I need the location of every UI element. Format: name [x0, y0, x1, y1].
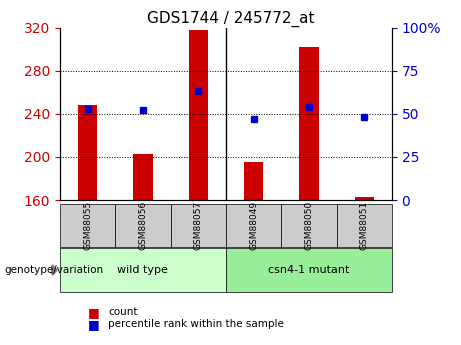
Text: GDS1744 / 245772_at: GDS1744 / 245772_at — [147, 10, 314, 27]
Text: ■: ■ — [88, 318, 99, 331]
Text: GSM88057: GSM88057 — [194, 200, 203, 250]
Text: GSM88050: GSM88050 — [304, 200, 313, 250]
Text: genotype/variation: genotype/variation — [5, 265, 104, 275]
Bar — [78, 105, 97, 200]
Text: GSM88051: GSM88051 — [360, 200, 369, 250]
Bar — [299, 47, 319, 200]
Text: GSM88055: GSM88055 — [83, 200, 92, 250]
Bar — [244, 162, 263, 200]
Text: GSM88049: GSM88049 — [249, 200, 258, 250]
Bar — [133, 154, 153, 200]
Bar — [355, 197, 374, 200]
Bar — [189, 30, 208, 200]
Text: GSM88056: GSM88056 — [138, 200, 148, 250]
Text: percentile rank within the sample: percentile rank within the sample — [108, 319, 284, 329]
Text: ■: ■ — [88, 306, 99, 319]
Text: wild type: wild type — [118, 265, 168, 275]
Text: count: count — [108, 307, 138, 317]
Text: csn4-1 mutant: csn4-1 mutant — [268, 265, 349, 275]
